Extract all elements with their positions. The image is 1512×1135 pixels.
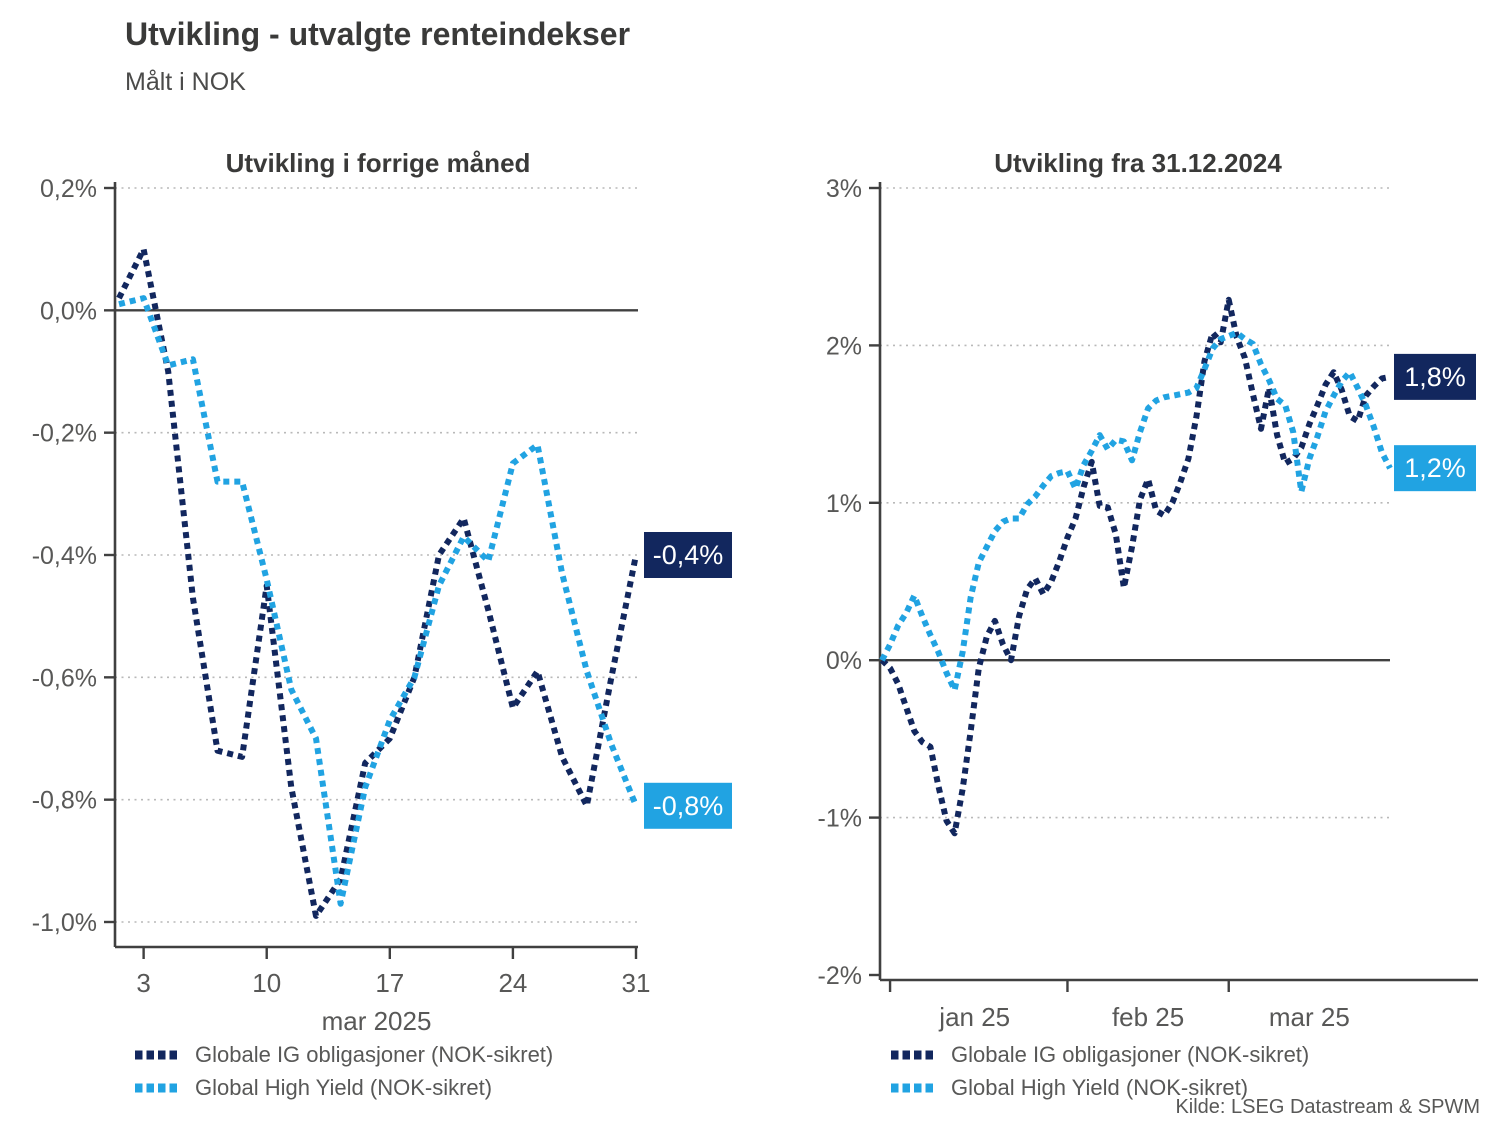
end-label-text: 1,8%	[1404, 362, 1466, 392]
source-text: Kilde: LSEG Datastream & SPWM	[1175, 1096, 1480, 1118]
y-tick-label: 1%	[826, 490, 862, 518]
end-label-box-hy	[1394, 445, 1476, 492]
y-tick-label: -0,2%	[32, 420, 97, 448]
y-tick-label: -0,8%	[32, 787, 97, 815]
legend-item: Globale IG obligasjoner (NOK-sikret)	[889, 1040, 1309, 1070]
x-tick-label: jan 25	[938, 1002, 1010, 1032]
legend-item: Global High Yield (NOK-sikret)	[133, 1073, 553, 1103]
end-label-box-ig	[644, 532, 732, 578]
ytd-chart-title: Utvikling fra 31.12.2024	[994, 148, 1282, 178]
page-title: Utvikling - utvalgte renteindekser	[125, 16, 631, 52]
end-label-text: 1,2%	[1404, 453, 1466, 483]
monthly-chart: 0,2% 0,0% -0,2% -0,4% -0,6% -0,8% -1,0% 3 10 17 24…	[32, 175, 732, 1036]
x-axis-title: mar 2025	[322, 1006, 432, 1036]
legend-item: Globale IG obligasjoner (NOK-sikret)	[133, 1040, 553, 1070]
y-tick-label: -1%	[818, 805, 862, 833]
x-tick-label: 10	[252, 968, 281, 998]
monthly-chart-title: Utvikling i forrige måned	[225, 148, 531, 178]
x-tick-label: 31	[622, 968, 651, 998]
end-label-text: -0,4%	[653, 540, 724, 570]
legend-item: Global High Yield (NOK-sikret)	[889, 1073, 1309, 1103]
y-tick-label: -1,0%	[32, 909, 97, 937]
end-label-text: -0,8%	[653, 791, 724, 821]
x-tick-label: mar 25	[1269, 1002, 1350, 1032]
ytd-chart-legend: Globale IG obligasjoner (NOK-sikret) Glob…	[889, 1040, 1309, 1103]
end-label-box-hy	[644, 782, 732, 829]
y-tick-label: 2%	[826, 332, 862, 360]
y-tick-label: 0,0%	[40, 297, 97, 325]
y-tick-label: 0,2%	[40, 175, 97, 203]
y-tick-label: 3%	[826, 175, 862, 203]
end-label-box-ig	[1394, 353, 1476, 400]
y-tick-label: -0,4%	[32, 542, 97, 570]
legend-dashed-line-icon	[891, 1050, 935, 1060]
y-tick-label: 0%	[826, 647, 862, 675]
series-line-ig	[116, 246, 639, 919]
legend-dashed-line-icon	[135, 1050, 179, 1060]
ytd-chart: 3% 2% 1% 0% -1% -2% jan 25 feb 25 mar 25 1,8% 1,2%	[818, 175, 1478, 1032]
legend-dashed-line-icon	[891, 1083, 935, 1093]
series-line-hy	[118, 295, 639, 907]
series-line-hy	[879, 329, 1393, 694]
y-tick-label: -2%	[818, 962, 862, 990]
legend-label: Globale IG obligasjoner (NOK-sikret)	[951, 1042, 1310, 1067]
monthly-chart-legend: Globale IG obligasjoner (NOK-sikret) Glob…	[133, 1040, 553, 1103]
legend-label: Global High Yield (NOK-sikret)	[195, 1075, 493, 1100]
x-tick-label: 24	[498, 968, 527, 998]
series-line-ig	[879, 296, 1391, 837]
legend-label: Globale IG obligasjoner (NOK-sikret)	[195, 1042, 554, 1067]
x-tick-label: 3	[136, 968, 150, 998]
legend-dashed-line-icon	[135, 1083, 179, 1093]
x-tick-label: 17	[375, 968, 404, 998]
page-subtitle: Målt i NOK	[125, 68, 246, 96]
x-tick-label: feb 25	[1112, 1002, 1184, 1032]
legend-label: Global High Yield (NOK-sikret)	[951, 1075, 1249, 1100]
y-tick-label: -0,6%	[32, 664, 97, 692]
